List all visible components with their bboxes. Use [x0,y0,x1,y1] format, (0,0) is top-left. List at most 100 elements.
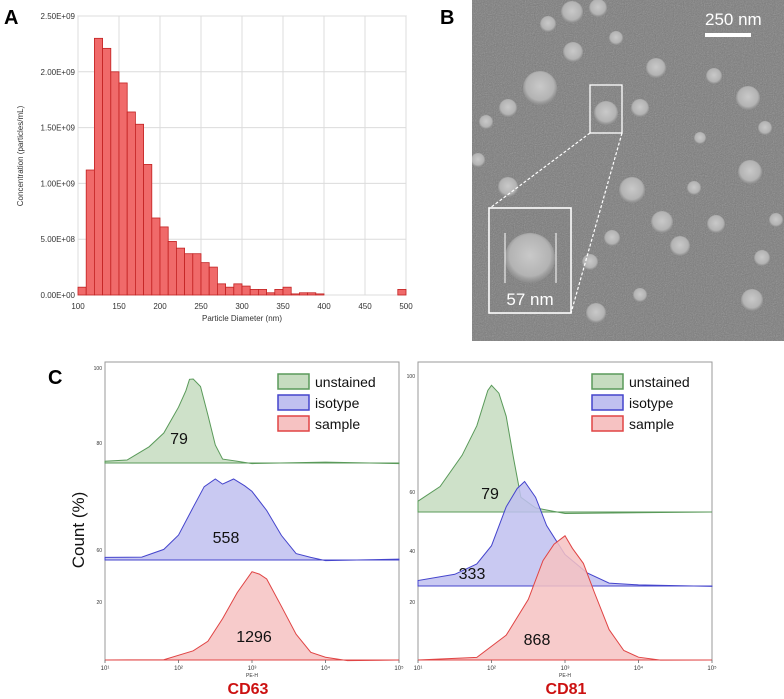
zoom-line-left [489,132,591,209]
histogram-bar [85,169,95,296]
scale-bar-label: 250 nm [705,10,762,29]
y-tick-label: 20 [96,600,102,606]
zoom-source-box [589,84,623,134]
vesicle-particle [754,250,770,266]
histogram-isotype [417,480,713,587]
x-tick-label: 10⁵ [707,665,717,672]
vesicle-particle [479,115,493,129]
median-value-sample: 868 [524,632,551,649]
histogram-bar [143,164,153,296]
histogram-bar [307,292,317,296]
histogram-bar [208,266,218,296]
median-value-isotype: 558 [213,530,240,547]
vesicle-particle [706,68,722,84]
legend-swatch-unstained [591,373,624,390]
median-value-sample: 1296 [236,629,272,646]
panel-c-label: C [48,367,62,389]
legend-swatch-sample [591,415,624,432]
histogram-bar [315,293,325,296]
histogram-bar [126,111,136,296]
y-tick-label: 0.00E+00 [41,291,76,300]
cd81-title: CD81 [546,681,587,698]
y-tick-label: 1.50E+09 [41,124,76,133]
vesicle-particle [523,71,557,105]
legend-label-sample: sample [315,416,360,432]
histogram-bar [167,241,177,296]
histogram-unstained [104,378,400,465]
inset-size-label: 57 nm [506,290,553,309]
vesicle-particle [651,211,673,233]
x-tick-label: 10¹ [101,666,110,672]
histogram-bar [233,283,243,296]
histogram-bar [241,285,251,296]
cd63-histograms: 79 80 100 558 60 1296 20 10¹ 10² 10³ 10⁴ 10⁵ PE-H uns… [94,361,404,679]
vesicle-particle [769,213,783,227]
median-value-unstained: 79 [481,486,499,503]
vesicle-particle [758,121,772,135]
zoom-line-right [570,132,623,314]
x-tick-label: 450 [358,302,372,311]
histogram-bar [274,289,284,296]
vesicle-particle [736,86,760,110]
x-tick-label: 10⁴ [634,665,644,672]
y-tick-label: 100 [407,374,416,380]
histogram-bar [175,247,185,296]
histogram-bar [266,292,276,296]
y-tick-label: 80 [96,441,102,447]
scale-bar [705,33,751,37]
cd63-title: CD63 [228,681,269,698]
histogram-sample [417,535,713,661]
y-tick-label: 2.50E+09 [41,12,76,21]
legend-swatch-sample [277,415,310,432]
cd81-histograms: 79 60 100 333 40 868 20 10¹ 10² 10³ 10⁴ 10⁵ PE-H unst… [407,361,717,679]
nta-histogram: 100 150 200 250 300 350 400 450 500 0.00E+00 5.00E… [16,12,413,323]
vesicle-particle [561,1,583,23]
vesicle-particle [582,254,598,270]
vesicle-particle [604,230,620,246]
histogram-bar [282,286,292,296]
histogram-sample [104,571,400,662]
x-tick-label: 250 [194,302,208,311]
legend-label-unstained: unstained [315,374,376,390]
vesicle-particle [619,177,645,203]
x-tick-label: 10¹ [414,666,423,672]
y-tick-label: 20 [409,600,415,606]
histogram-bar [249,289,259,296]
vesicle-particle [646,58,666,78]
legend-swatch-isotype [591,394,624,411]
panel-b-label: B [440,7,454,29]
y-tick-label: 40 [409,549,415,555]
legend-label-sample: sample [629,416,674,432]
y-tick-label: 100 [94,366,103,372]
legend-label-unstained: unstained [629,374,690,390]
zoom-vesicle [505,233,555,283]
vesicle-particle [594,101,618,125]
median-value-isotype: 333 [459,566,486,583]
histogram-bar [397,289,407,296]
legend-label-isotype: isotype [629,395,674,411]
histogram-bar [192,253,202,296]
histogram-bar [298,292,308,296]
vesicle-particle [670,236,690,256]
x-tick-label: 350 [276,302,290,311]
histogram-bar [216,283,226,296]
vesicle-particle [609,31,623,45]
x-tick-label: 300 [235,302,249,311]
histogram-bar [110,71,120,296]
vesicle-particle [694,132,706,144]
x-tick-label: 10⁴ [321,665,331,672]
y-tick-label: 5.00E+08 [41,235,76,244]
vesicle-particle [540,16,556,32]
x-tick-label: 10² [174,666,183,672]
x-tick-label: 10² [487,666,496,672]
vesicle-particle [586,303,606,323]
panel-a-label: A [4,7,18,29]
vesicle-particle [472,153,485,167]
sem-image: 250 nm 57 nm [472,0,784,341]
histogram-bar [94,37,104,296]
legend-swatch-unstained [277,373,310,390]
legend-swatch-isotype [277,394,310,411]
histogram-bar [134,123,144,296]
histogram-bar [290,293,300,296]
